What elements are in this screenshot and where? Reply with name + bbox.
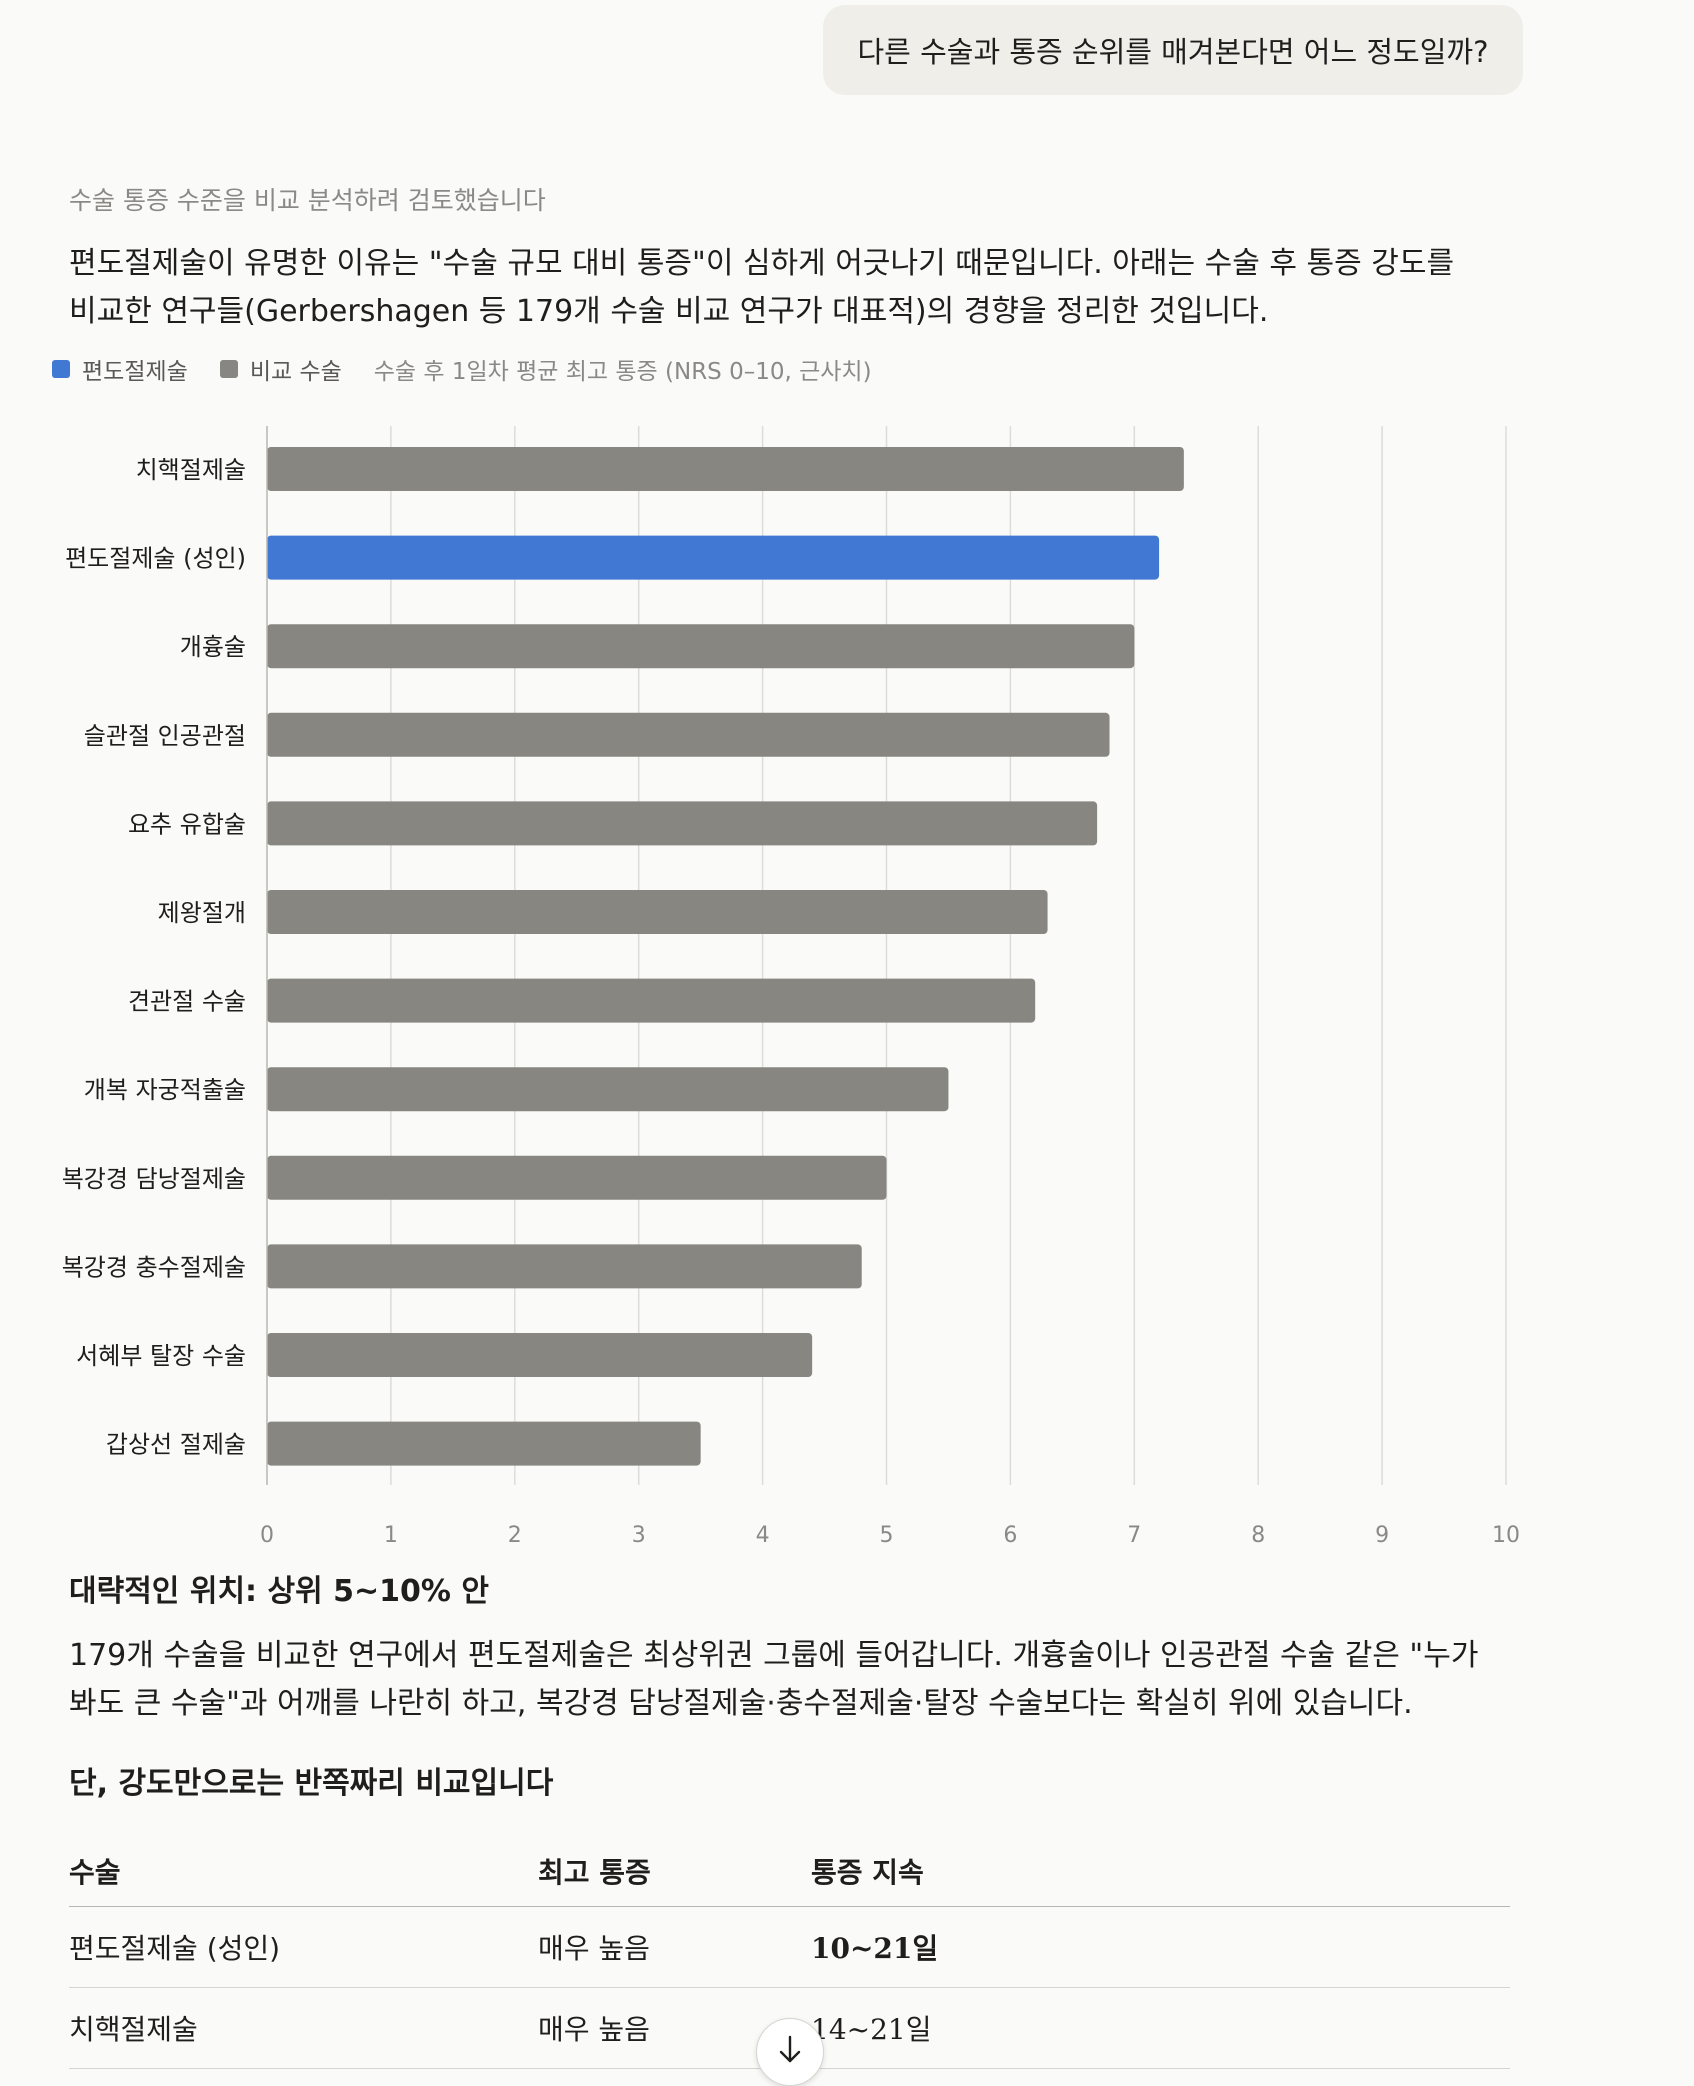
user-message-text: 다른 수술과 통증 순위를 매겨본다면 어느 정도일까? <box>857 35 1489 69</box>
x-tick-label: 1 <box>384 1523 398 1548</box>
x-tick-label: 9 <box>1375 1523 1389 1548</box>
table-cell-duration: 14~21일 <box>811 2013 932 2046</box>
table-header-surgery: 수술 <box>69 1856 121 1889</box>
table-header-duration: 통증 지속 <box>811 1856 924 1889</box>
bar <box>267 1333 813 1377</box>
legend-swatch-compare <box>219 360 238 378</box>
legend-label-compare: 비교 수술 <box>249 359 342 385</box>
section-heading-position: 대략적인 위치: 상위 5~10% 안 <box>69 1574 489 1609</box>
x-tick-label: 10 <box>1492 1523 1520 1548</box>
user-message-bubble: 다른 수술과 통증 순위를 매겨본다면 어느 정도일까? <box>823 5 1523 95</box>
x-tick-label: 4 <box>756 1523 770 1548</box>
table-cell-peak: 매우 높음 <box>538 2013 650 2046</box>
table-cell-peak: 매우 높음 <box>538 1932 650 1965</box>
table-row: 편도절제술 (성인) 매우 높음 10~21일 <box>69 1907 1510 1988</box>
x-tick-label: 0 <box>260 1523 274 1548</box>
chart-caption: 수술 후 1일차 평균 최고 통증 (NRS 0–10, 근사치) <box>373 359 872 385</box>
legend-item-compare: 비교 수술 <box>219 352 342 386</box>
bar <box>267 1244 862 1289</box>
table-header-peak: 최고 통증 <box>538 1856 651 1889</box>
thinking-summary[interactable]: 수술 통증 수준을 비교 분석하려 검토했습니다 <box>69 186 546 215</box>
x-tick-label: 5 <box>880 1523 894 1548</box>
bar <box>267 624 1135 669</box>
bar <box>267 712 1110 757</box>
x-tick-label: 2 <box>508 1523 522 1548</box>
bar <box>267 1155 887 1200</box>
arrow-down-icon <box>779 2035 801 2063</box>
x-tick-label: 3 <box>632 1523 646 1548</box>
category-label: 복강경 담낭절제술 <box>62 1165 246 1193</box>
chart-legend: 편도절제술 비교 수술 수술 후 1일차 평균 최고 통증 (NRS 0–10,… <box>52 352 872 386</box>
intro-paragraph: 편도절제술이 유명한 이유는 "수술 규모 대비 통증"이 심하게 어긋나기 때… <box>69 246 1455 329</box>
category-label: 제왕절개 <box>158 899 246 927</box>
legend-item-highlight: 편도절제술 <box>52 352 188 386</box>
category-label: 편도절제술 (성인) <box>65 545 246 573</box>
bar <box>267 890 1048 934</box>
table-header-row: 수술 최고 통증 통증 지속 <box>69 1836 1510 1907</box>
category-label: 서혜부 탈장 수술 <box>76 1342 246 1370</box>
bar <box>267 801 1098 846</box>
category-label: 요추 유합술 <box>128 810 246 838</box>
x-tick-label: 8 <box>1251 1523 1265 1548</box>
category-label: 복강경 충수절제술 <box>62 1253 246 1281</box>
comparison-table: 수술 최고 통증 통증 지속 편도절제술 (성인) 매우 높음 10~21일 치… <box>69 1836 1510 2069</box>
bar <box>267 535 1160 580</box>
scroll-to-bottom-button[interactable] <box>756 2018 824 2086</box>
bar <box>267 447 1184 491</box>
category-label: 치핵절제술 <box>136 456 246 484</box>
category-label: 갑상선 절제술 <box>106 1431 246 1459</box>
legend-label-highlight: 편도절제술 <box>82 359 188 385</box>
legend-swatch-highlight <box>52 360 70 378</box>
category-label: 개흉술 <box>180 633 246 661</box>
table-cell-surgery: 편도절제술 (성인) <box>69 1932 281 1965</box>
table-cell-duration: 10~21일 <box>811 1932 939 1965</box>
x-tick-label: 7 <box>1127 1523 1141 1548</box>
category-label: 개복 자궁적출술 <box>84 1076 246 1104</box>
bar <box>267 1067 949 1112</box>
category-label: 견관절 수술 <box>128 988 246 1016</box>
section-heading-comparison: 단, 강도만으로는 반쪽짜리 비교입니다 <box>69 1766 554 1801</box>
x-tick-label: 6 <box>1003 1523 1017 1548</box>
section-paragraph-position: 179개 수술을 비교한 연구에서 편도절제술은 최상위권 그룹에 들어갑니다.… <box>69 1638 1479 1721</box>
bar <box>267 978 1036 1023</box>
category-label: 슬관절 인공관절 <box>84 722 246 750</box>
table-cell-surgery: 치핵절제술 <box>69 2013 198 2046</box>
bar <box>267 1421 701 1466</box>
